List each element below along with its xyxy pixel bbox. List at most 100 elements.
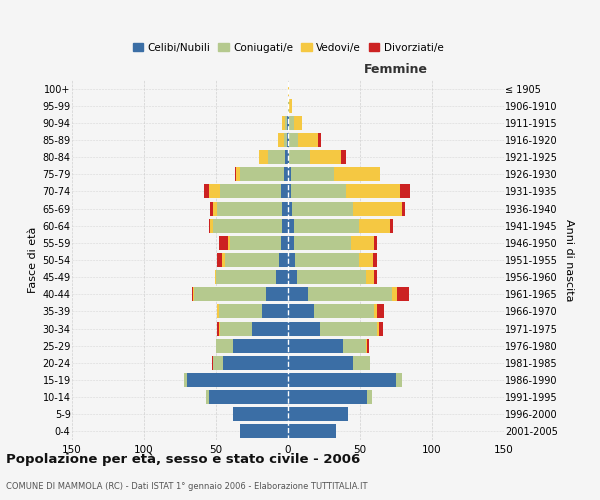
Bar bbox=[266, 288, 288, 302]
Bar bbox=[366, 270, 374, 284]
Bar bbox=[289, 150, 310, 164]
Bar bbox=[296, 270, 366, 284]
Bar bbox=[359, 253, 373, 267]
Bar bbox=[373, 253, 377, 267]
Bar bbox=[390, 218, 393, 232]
Bar bbox=[353, 202, 402, 215]
Bar bbox=[209, 184, 220, 198]
Bar bbox=[288, 168, 291, 181]
Bar bbox=[318, 133, 321, 147]
Bar bbox=[281, 236, 288, 250]
Bar bbox=[288, 82, 289, 96]
Bar bbox=[282, 116, 285, 130]
Bar bbox=[223, 356, 288, 370]
Bar bbox=[213, 202, 217, 215]
Bar bbox=[233, 338, 288, 352]
Bar bbox=[285, 150, 288, 164]
Bar bbox=[212, 356, 213, 370]
Bar bbox=[377, 304, 385, 318]
Bar bbox=[217, 304, 219, 318]
Bar bbox=[288, 253, 295, 267]
Bar bbox=[210, 218, 213, 232]
Bar bbox=[288, 150, 289, 164]
Bar bbox=[284, 133, 287, 147]
Bar bbox=[224, 253, 280, 267]
Text: Popolazione per età, sesso e stato civile - 2006: Popolazione per età, sesso e stato civil… bbox=[6, 452, 360, 466]
Bar bbox=[294, 116, 302, 130]
Bar bbox=[346, 184, 400, 198]
Bar bbox=[217, 202, 282, 215]
Bar bbox=[341, 150, 346, 164]
Bar bbox=[288, 424, 335, 438]
Bar bbox=[334, 168, 380, 181]
Bar bbox=[288, 338, 343, 352]
Bar bbox=[259, 150, 268, 164]
Bar bbox=[402, 202, 404, 215]
Bar bbox=[291, 184, 346, 198]
Bar bbox=[295, 253, 359, 267]
Bar bbox=[262, 304, 288, 318]
Bar bbox=[294, 236, 352, 250]
Bar bbox=[288, 288, 308, 302]
Bar bbox=[288, 116, 289, 130]
Bar bbox=[308, 288, 392, 302]
Bar bbox=[396, 373, 402, 387]
Bar bbox=[236, 168, 241, 181]
Bar bbox=[352, 236, 374, 250]
Bar bbox=[291, 168, 334, 181]
Bar bbox=[289, 133, 298, 147]
Bar bbox=[241, 168, 284, 181]
Bar bbox=[288, 98, 289, 112]
Bar bbox=[206, 390, 209, 404]
Bar bbox=[217, 253, 222, 267]
Bar bbox=[241, 424, 288, 438]
Bar bbox=[213, 356, 223, 370]
Bar bbox=[294, 218, 359, 232]
Bar bbox=[193, 288, 194, 302]
Bar bbox=[289, 98, 292, 112]
Bar bbox=[374, 270, 377, 284]
Bar bbox=[353, 356, 370, 370]
Bar bbox=[219, 304, 262, 318]
Bar bbox=[314, 304, 374, 318]
Bar bbox=[287, 116, 288, 130]
Bar bbox=[288, 304, 314, 318]
Bar bbox=[184, 373, 187, 387]
Bar bbox=[284, 168, 288, 181]
Bar bbox=[282, 218, 288, 232]
Bar bbox=[379, 322, 383, 336]
Bar bbox=[298, 133, 318, 147]
Bar bbox=[288, 236, 294, 250]
Bar bbox=[288, 184, 291, 198]
Bar bbox=[277, 270, 288, 284]
Bar bbox=[219, 236, 227, 250]
Bar bbox=[216, 270, 277, 284]
Bar bbox=[194, 288, 266, 302]
Text: Femmine: Femmine bbox=[364, 64, 428, 76]
Bar bbox=[366, 338, 367, 352]
Bar bbox=[220, 322, 252, 336]
Bar bbox=[217, 322, 219, 336]
Bar bbox=[209, 218, 210, 232]
Bar bbox=[222, 253, 224, 267]
Y-axis label: Fasce di età: Fasce di età bbox=[28, 227, 38, 293]
Bar bbox=[285, 116, 287, 130]
Bar bbox=[268, 150, 285, 164]
Bar bbox=[287, 133, 288, 147]
Bar bbox=[310, 150, 341, 164]
Bar bbox=[397, 288, 409, 302]
Bar bbox=[374, 304, 377, 318]
Bar bbox=[288, 356, 353, 370]
Bar bbox=[400, 184, 410, 198]
Bar bbox=[288, 133, 289, 147]
Bar bbox=[377, 322, 379, 336]
Bar bbox=[278, 133, 284, 147]
Bar bbox=[220, 184, 281, 198]
Bar bbox=[343, 338, 366, 352]
Bar bbox=[367, 338, 368, 352]
Bar bbox=[288, 270, 296, 284]
Bar bbox=[320, 322, 377, 336]
Bar bbox=[213, 218, 282, 232]
Bar bbox=[235, 168, 236, 181]
Bar bbox=[288, 390, 367, 404]
